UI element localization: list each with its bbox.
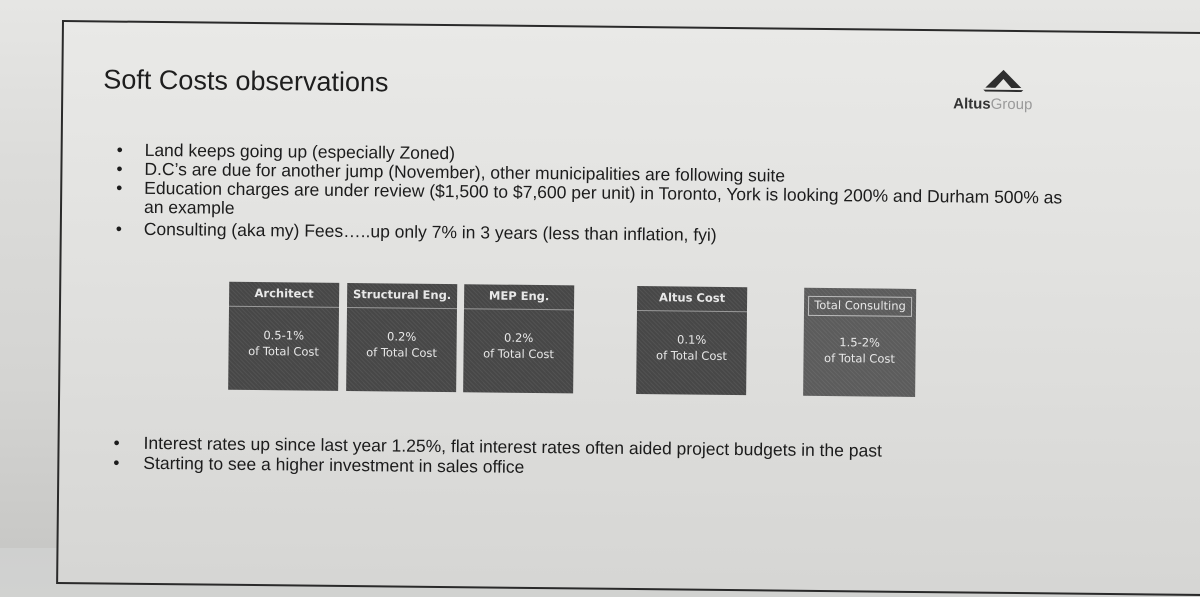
cost-box-label: Altus Cost xyxy=(636,286,748,313)
logo-brand-secondary: Group xyxy=(990,95,1033,114)
slide-frame: Soft Costs observations AltusGroup Land … xyxy=(56,20,1200,597)
cost-box-altus: Altus Cost 0.1% of Total Cost xyxy=(636,286,748,396)
cost-box-value: 0.2% of Total Cost xyxy=(346,328,456,361)
cost-box-value: 0.5-1% of Total Cost xyxy=(228,327,338,360)
altus-group-logo: AltusGroup xyxy=(953,61,1054,122)
bottom-bullet-list: Interest rates up since last year 1.25%,… xyxy=(109,433,1069,483)
cost-box-percent: 0.5-1% xyxy=(263,328,305,343)
cost-box-value: 0.2% of Total Cost xyxy=(463,329,573,362)
cost-box-percent: 0.2% xyxy=(387,329,417,344)
slide-title: Soft Costs observations xyxy=(103,64,389,98)
cost-box-label: MEP Eng. xyxy=(463,284,575,311)
cost-box-unit: of Total Cost xyxy=(366,345,438,360)
cost-box-total: Total Consulting 1.5-2% of Total Cost xyxy=(803,287,917,397)
cost-box-unit: of Total Cost xyxy=(656,348,727,363)
cost-box-unit: of Total Cost xyxy=(483,346,555,362)
cost-box-unit: of Total Cost xyxy=(248,343,320,359)
cost-boxes: Architect 0.5-1% of Total Cost Structura… xyxy=(228,281,989,410)
cost-box-label: Structural Eng. xyxy=(346,283,458,310)
top-bullet-list: Land keeps going up (especially Zoned) D… xyxy=(112,140,1073,249)
cost-box-percent: 0.2% xyxy=(504,330,534,345)
logo-text: AltusGroup xyxy=(953,95,1032,113)
cost-box-mep: MEP Eng. 0.2% of Total Cost xyxy=(463,284,575,394)
cost-box-label: Architect xyxy=(229,281,340,308)
cost-box-percent: 0.1% xyxy=(677,332,707,347)
cost-box-value: 0.1% of Total Cost xyxy=(636,331,746,364)
cost-box-value: 1.5-2% of Total Cost xyxy=(803,334,915,367)
cost-box-percent: 1.5-2% xyxy=(839,335,881,350)
cost-box-unit: of Total Cost xyxy=(824,350,895,366)
logo-brand-primary: Altus xyxy=(953,95,991,113)
cost-box-architect: Architect 0.5-1% of Total Cost xyxy=(228,281,340,391)
altus-logo-icon xyxy=(983,69,1024,93)
cost-box-structural: Structural Eng. 0.2% of Total Cost xyxy=(346,283,458,393)
cost-box-label: Total Consulting xyxy=(807,295,913,317)
